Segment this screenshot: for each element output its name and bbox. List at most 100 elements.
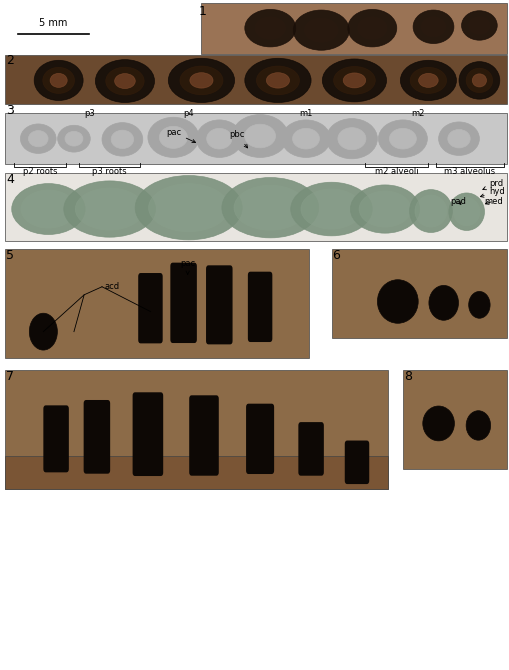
Ellipse shape [461, 11, 496, 40]
FancyBboxPatch shape [138, 273, 162, 343]
Ellipse shape [189, 72, 213, 88]
Ellipse shape [337, 127, 365, 149]
Text: pbc: pbc [229, 131, 247, 148]
Text: 7: 7 [6, 370, 14, 383]
Text: 8: 8 [403, 370, 411, 383]
Ellipse shape [293, 10, 349, 50]
Bar [5, 113, 506, 164]
Ellipse shape [180, 66, 222, 94]
FancyBboxPatch shape [132, 393, 163, 476]
Ellipse shape [447, 129, 469, 148]
Ellipse shape [333, 66, 375, 94]
Ellipse shape [471, 74, 486, 87]
Text: m1: m1 [299, 109, 312, 117]
Ellipse shape [428, 285, 458, 320]
Bar [5, 249, 308, 358]
Bar [5, 456, 387, 489]
Ellipse shape [21, 190, 76, 228]
Text: m3 alveolus: m3 alveolus [443, 168, 495, 176]
Bar [5, 173, 506, 241]
Ellipse shape [326, 119, 377, 159]
Ellipse shape [65, 131, 83, 146]
Ellipse shape [422, 406, 454, 441]
Ellipse shape [358, 191, 410, 227]
Text: p2 roots: p2 roots [23, 168, 58, 176]
Ellipse shape [232, 115, 288, 157]
Ellipse shape [438, 122, 478, 155]
Text: 3: 3 [6, 104, 14, 117]
FancyBboxPatch shape [170, 263, 196, 343]
Ellipse shape [409, 67, 446, 94]
FancyBboxPatch shape [43, 405, 69, 472]
Ellipse shape [357, 17, 386, 40]
Ellipse shape [290, 182, 372, 236]
Text: m2: m2 [411, 109, 424, 117]
Ellipse shape [206, 129, 232, 149]
Ellipse shape [347, 9, 396, 47]
Text: pac: pac [165, 128, 195, 143]
Ellipse shape [29, 131, 48, 147]
Bar [331, 249, 506, 338]
Ellipse shape [43, 67, 74, 94]
Ellipse shape [448, 193, 484, 230]
Text: 6: 6 [332, 249, 340, 262]
Text: 4: 4 [6, 173, 14, 186]
Ellipse shape [102, 123, 143, 156]
Text: p3: p3 [83, 109, 95, 117]
Ellipse shape [159, 127, 187, 148]
Ellipse shape [343, 73, 365, 88]
Ellipse shape [453, 198, 479, 226]
FancyBboxPatch shape [298, 422, 323, 476]
Ellipse shape [75, 188, 144, 230]
Ellipse shape [322, 59, 386, 102]
Ellipse shape [418, 74, 437, 87]
Ellipse shape [135, 176, 242, 240]
Ellipse shape [458, 62, 499, 99]
Ellipse shape [115, 74, 135, 88]
Ellipse shape [465, 68, 492, 92]
Ellipse shape [148, 184, 229, 232]
FancyBboxPatch shape [189, 395, 218, 476]
Bar [402, 370, 506, 469]
Ellipse shape [256, 66, 299, 94]
Text: pac: pac [180, 259, 195, 274]
Text: 2: 2 [6, 54, 14, 66]
Ellipse shape [420, 17, 445, 37]
Ellipse shape [234, 185, 306, 230]
Ellipse shape [409, 190, 451, 232]
Ellipse shape [196, 120, 242, 157]
Ellipse shape [254, 17, 285, 40]
Text: 5: 5 [6, 249, 14, 262]
FancyBboxPatch shape [246, 403, 274, 474]
Text: pad: pad [449, 196, 465, 206]
Text: m2 alveoli: m2 alveoli [374, 168, 417, 176]
Ellipse shape [105, 67, 144, 95]
Ellipse shape [244, 124, 275, 148]
FancyBboxPatch shape [206, 265, 232, 344]
Ellipse shape [50, 74, 67, 87]
FancyBboxPatch shape [247, 272, 272, 342]
Ellipse shape [378, 120, 427, 157]
Ellipse shape [221, 178, 318, 238]
Ellipse shape [64, 181, 155, 237]
Text: med: med [484, 196, 502, 206]
Ellipse shape [377, 280, 417, 323]
Ellipse shape [468, 17, 489, 34]
Ellipse shape [304, 18, 337, 42]
Ellipse shape [468, 291, 489, 318]
Ellipse shape [12, 184, 85, 234]
Ellipse shape [292, 129, 319, 149]
FancyBboxPatch shape [83, 400, 110, 474]
Ellipse shape [281, 120, 330, 157]
Ellipse shape [58, 125, 90, 152]
Ellipse shape [111, 130, 133, 149]
Ellipse shape [148, 117, 199, 157]
Ellipse shape [34, 60, 83, 100]
Ellipse shape [465, 411, 490, 440]
Text: prd: prd [482, 179, 503, 190]
Ellipse shape [300, 189, 361, 229]
Ellipse shape [350, 185, 419, 233]
Ellipse shape [30, 313, 58, 350]
Ellipse shape [400, 60, 456, 100]
Text: acd: acd [104, 282, 120, 291]
